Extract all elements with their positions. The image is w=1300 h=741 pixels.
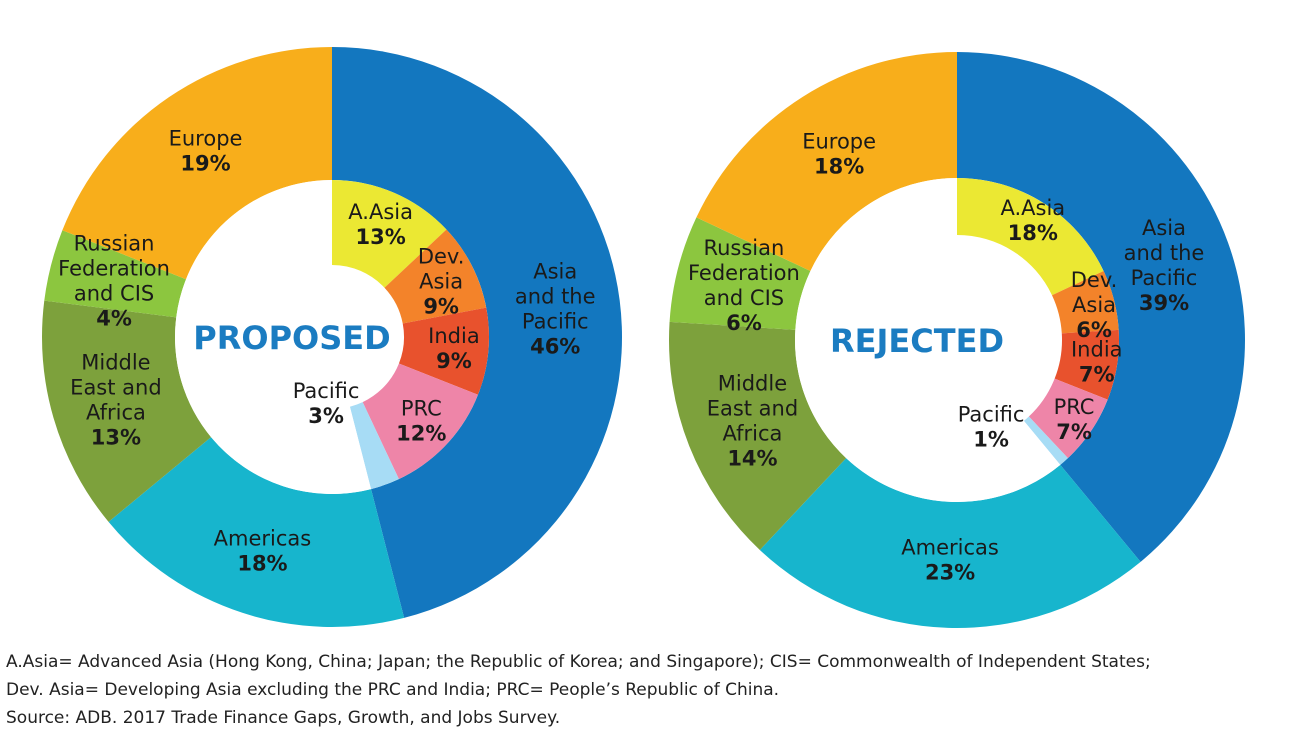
inner-slice-a-asia (957, 178, 1104, 296)
inner-slice-a-asia (332, 180, 447, 288)
outer-russian-federation-and-cis-label: and CIS (704, 286, 784, 310)
outer-russian-federation-and-cis-value-label: 4% (96, 307, 132, 331)
outer-asia-and-the-pacific-value-label: 46% (530, 334, 580, 358)
outer-europe-value-label: 18% (814, 155, 864, 179)
outer-slice-asia-and-the-pacific (332, 47, 622, 618)
center-title: PROPOSED (193, 319, 390, 357)
center-title: REJECTED (830, 322, 1004, 360)
outer-americas-value-label: 23% (925, 560, 975, 584)
inner-a-asia-value-label: 13% (356, 225, 406, 249)
inner-dev-asia-value-label: 9% (423, 294, 459, 318)
outer-middle-east-and-africa-label: East and (70, 375, 162, 399)
outer-asia-and-the-pacific-label: Pacific (522, 309, 589, 333)
inner-a-asia-value-label: 18% (1008, 221, 1058, 245)
outer-middle-east-and-africa-label: East and (707, 396, 799, 420)
outer-russian-federation-and-cis-label: Russian (74, 232, 155, 256)
inner-pacific-label: Pacific (293, 379, 360, 403)
outer-slice-russian-federation-and-cis (669, 217, 811, 330)
outer-russian-federation-and-cis-label: Federation (688, 261, 800, 285)
outer-asia-and-the-pacific-label: and the (1124, 241, 1205, 265)
inner-slice-india (398, 307, 489, 395)
inner-dev-asia-value-label: 6% (1076, 318, 1112, 342)
inner-prc-label: PRC (401, 396, 442, 420)
outer-slice-middle-east-and-africa (668, 321, 847, 550)
inner-slice-pacific (1023, 416, 1068, 465)
outer-americas-value-label: 18% (237, 551, 287, 575)
inner-slice-prc (362, 363, 478, 480)
donut-center-hole (175, 180, 372, 494)
outer-slice-americas (759, 458, 1141, 628)
inner-dev-asia-label: Dev. (1071, 268, 1118, 292)
inner-india-label: India (428, 324, 480, 348)
inner-pacific-value-label: 1% (973, 428, 1009, 452)
outer-asia-and-the-pacific-value-label: 39% (1139, 291, 1189, 315)
outer-russian-federation-and-cis-label: and CIS (74, 282, 154, 306)
inner-dev-asia-label: Asia (419, 269, 463, 293)
inner-slice-dev-asia (384, 229, 487, 324)
outer-slice-europe (62, 47, 333, 280)
outer-slice-europe (696, 52, 957, 272)
inner-prc-label: PRC (1054, 395, 1095, 419)
outer-europe-label: Europe (802, 130, 876, 154)
footnote-abbreviations: A.Asia= Advanced Asia (Hong Kong, China;… (6, 652, 1151, 672)
outer-europe-value-label: 19% (180, 151, 230, 175)
outer-asia-and-the-pacific-label: Pacific (1131, 266, 1198, 290)
inner-slice-india (1054, 329, 1119, 400)
outer-asia-and-the-pacific-label: Asia (533, 259, 577, 283)
outer-slice-middle-east-and-africa (42, 300, 212, 522)
outer-americas-label: Americas (214, 526, 312, 550)
inner-prc-value-label: 12% (396, 421, 446, 445)
outer-russian-federation-and-cis-label: Russian (703, 236, 784, 260)
outer-middle-east-and-africa-label: Africa (722, 421, 782, 445)
outer-middle-east-and-africa-label: Middle (81, 350, 150, 374)
outer-slice-asia-and-the-pacific (957, 52, 1245, 562)
donut-center-hole (795, 178, 1061, 503)
inner-india-value-label: 7% (1079, 363, 1115, 387)
outer-russian-federation-and-cis-value-label: 6% (726, 311, 762, 335)
inner-slice-prc (1028, 378, 1108, 459)
inner-a-asia-label: A.Asia (348, 200, 413, 224)
outer-middle-east-and-africa-value-label: 14% (727, 446, 777, 470)
inner-india-label: India (1071, 338, 1123, 362)
inner-slice-pacific (349, 402, 399, 490)
inner-pacific-value-label: 3% (308, 404, 344, 428)
inner-slice-dev-asia (1052, 271, 1119, 334)
footnote-definitions: Dev. Asia= Developing Asia excluding the… (6, 680, 780, 700)
outer-slice-russian-federation-and-cis (44, 230, 187, 318)
outer-americas-label: Americas (901, 535, 999, 559)
outer-slice-americas (108, 437, 405, 627)
outer-middle-east-and-africa-label: Middle (718, 371, 787, 395)
outer-asia-and-the-pacific-label: and the (515, 284, 596, 308)
outer-asia-and-the-pacific-label: Asia (1142, 216, 1186, 240)
inner-dev-asia-label: Asia (1072, 293, 1116, 317)
inner-india-value-label: 9% (436, 349, 472, 373)
outer-europe-label: Europe (169, 126, 243, 150)
inner-dev-asia-label: Dev. (418, 244, 465, 268)
outer-middle-east-and-africa-label: Africa (86, 400, 146, 424)
footnote-source: Source: ADB. 2017 Trade Finance Gaps, Gr… (6, 708, 561, 728)
outer-russian-federation-and-cis-label: Federation (58, 257, 170, 281)
inner-a-asia-label: A.Asia (1000, 196, 1065, 220)
inner-pacific-label: Pacific (958, 403, 1025, 427)
inner-prc-value-label: 7% (1056, 420, 1092, 444)
outer-middle-east-and-africa-value-label: 13% (91, 425, 141, 449)
